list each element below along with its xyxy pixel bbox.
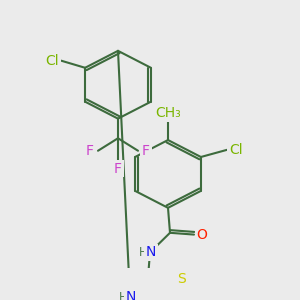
Text: H: H (139, 246, 147, 259)
Text: O: O (196, 228, 207, 242)
Text: Cl: Cl (45, 54, 59, 68)
Text: S: S (178, 272, 186, 286)
Text: N: N (146, 245, 156, 260)
Text: F: F (114, 162, 122, 176)
Text: F: F (86, 144, 94, 158)
Text: Cl: Cl (229, 143, 243, 157)
Text: N: N (126, 290, 136, 300)
Text: H: H (118, 290, 127, 300)
Text: F: F (142, 144, 150, 158)
Text: CH₃: CH₃ (155, 106, 181, 120)
